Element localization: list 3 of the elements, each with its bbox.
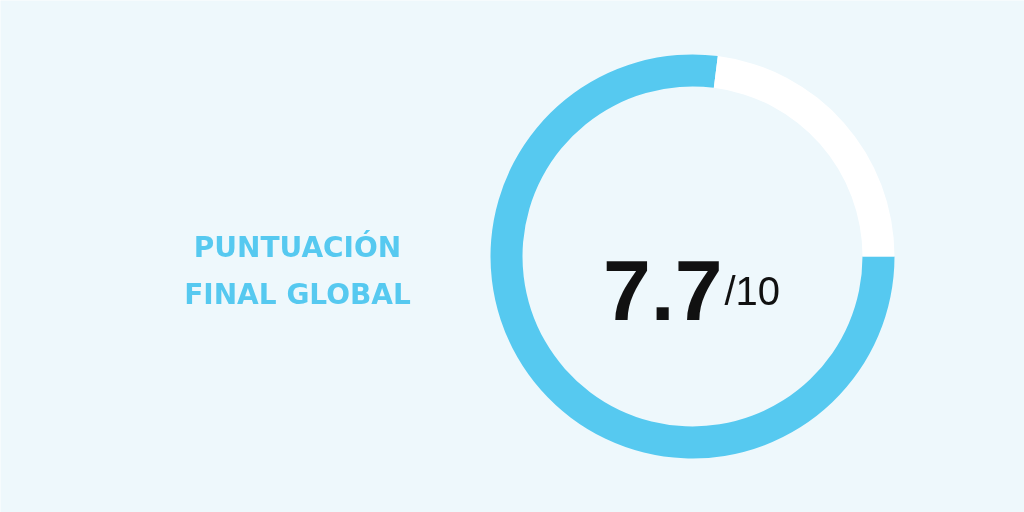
text: PUNTUACIÓN FINAL GLOBAL [184, 230, 412, 311]
data-label: 7.7 [602, 242, 723, 338]
text: /10 [724, 268, 781, 313]
